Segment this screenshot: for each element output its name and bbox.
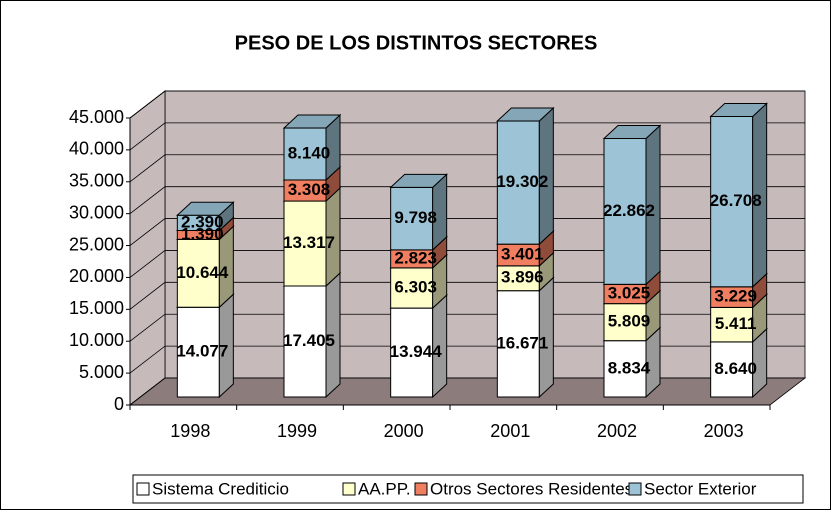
data-label: 3.308 [288,180,331,199]
data-label: 6.303 [394,277,437,296]
y-tick-label: 30.000 [69,202,124,222]
legend-label: Otros Sectores Residentes [430,479,633,498]
y-tick-label: 20.000 [69,266,124,286]
bar-segment [496,265,540,292]
bar-segment [283,127,327,181]
bar-segment [603,303,647,342]
legend-box [132,474,804,504]
bar-segment [710,306,754,343]
x-tick-label: 1999 [277,421,317,441]
bar-top [176,201,235,216]
x-tick-label: 2002 [597,421,637,441]
grid-line [129,281,805,310]
bar-segment [496,290,540,398]
legend-label: Sector Exterior [644,479,757,498]
data-label: 9.798 [394,208,437,227]
grid-line [129,345,805,374]
bar-segment [710,341,754,398]
bar-top [389,173,448,188]
bar-top [709,102,768,117]
data-label: 3.896 [501,268,544,287]
data-label: 5.809 [608,312,651,331]
y-tick-label: 5.000 [79,362,124,382]
data-label: 8.140 [288,143,331,162]
grid-line [129,186,805,214]
bar-segment [710,115,754,288]
legend-swatch [628,482,642,496]
y-tick-label: 10.000 [69,330,124,350]
y-tick-label: 15.000 [69,298,124,318]
data-label: 1.390 [181,224,224,243]
x-tick-label: 2003 [704,421,744,441]
bar-segment [176,306,220,398]
grid-line [129,377,805,406]
data-label: 3.025 [608,283,651,302]
data-label: 2.823 [394,248,437,267]
grid-line [129,122,805,151]
grid-line [129,250,805,278]
data-label: 19.302 [496,172,548,191]
side-wall [129,90,166,406]
legend-label: Sistema Crediticio [152,479,289,498]
data-label: 26.708 [710,191,762,210]
data-label: 2.390 [181,212,224,231]
chart-title: PESO DE LOS DISTINTOS SECTORES [235,32,598,54]
back-wall [164,90,806,379]
data-label: 8.640 [714,359,757,378]
bar-top [496,107,555,122]
bar-segment [283,285,327,398]
y-tick-label: 0 [114,394,124,414]
data-label: 8.834 [608,358,651,377]
bar-segment [603,340,647,398]
legend-label: AA.PP. [358,479,411,498]
data-label: 3.229 [714,287,757,306]
y-tick-label: 45.000 [69,107,124,127]
legend-swatch [414,482,428,496]
data-label: 13.317 [283,233,335,252]
x-tick-label: 2000 [384,421,424,441]
data-label: 13.944 [390,342,443,361]
data-label: 10.644 [176,263,229,282]
grid-line [129,218,805,246]
grid-line [129,313,805,342]
data-label: 22.862 [603,201,655,220]
y-tick-label: 25.000 [69,234,124,254]
data-label: 14.077 [176,342,228,361]
bar-top [282,114,342,129]
bar-segment [390,267,434,309]
y-tick-label: 35.000 [69,171,124,191]
y-tick-label: 40.000 [69,139,124,159]
data-label: 5.411 [715,314,757,333]
bar-top [602,125,662,140]
data-label: 16.671 [496,333,548,352]
bar-segment [496,120,540,245]
bar-segment [176,238,220,308]
grid-line [129,90,805,119]
x-tick-label: 1998 [170,421,210,441]
legend-swatch [136,482,150,496]
legend-swatch [342,482,356,496]
bar-segment [390,307,434,398]
data-label: 17.405 [283,331,335,350]
x-tick-label: 2001 [490,421,530,441]
data-label: 3.401 [501,244,544,263]
bar-segment [603,138,647,285]
grid-line [129,154,805,183]
